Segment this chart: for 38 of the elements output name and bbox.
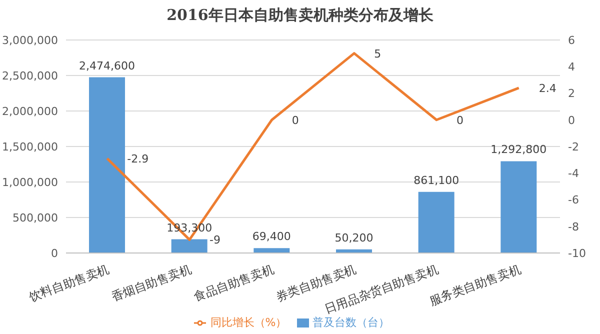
y-tick-label: 500,000	[12, 211, 58, 224]
x-tick-label: 香烟自助售卖机	[110, 262, 194, 304]
y2-tick-label: 2	[568, 87, 575, 100]
bar	[254, 248, 290, 253]
y-tick-label: 1,500,000	[2, 140, 58, 154]
bar	[89, 77, 125, 253]
data-label: 861,100	[414, 174, 460, 187]
y2-tick-label: 4	[568, 60, 575, 74]
y2-tick-label: -4	[568, 167, 579, 180]
x-tick-label: 饮料自助售卖机	[26, 262, 111, 304]
data-label: 2,474,600	[79, 59, 135, 72]
data-label: 50,200	[334, 231, 374, 244]
y2-tick-label: 0	[568, 114, 575, 127]
legend-label: 普及台数（台）	[312, 316, 390, 329]
y2-tick-label: -10	[568, 246, 586, 260]
data-label: 1,292,800	[490, 143, 547, 156]
y2-tick-label: -2	[568, 140, 579, 154]
data-label: 5	[374, 47, 382, 60]
legend-label: 同比增长（%）	[210, 316, 287, 329]
x-tick-label: 食品自助售卖机	[192, 262, 276, 304]
data-label: 69,400	[252, 230, 291, 244]
chart-title: 2016年日本自助售卖机种类分布及增长	[166, 5, 434, 26]
data-label: -2.9	[127, 152, 149, 166]
y2-tick-label: -6	[568, 194, 579, 207]
data-label: 0	[292, 114, 299, 127]
y-tick-label: 2,500,000	[2, 69, 58, 82]
data-label: 2.4	[538, 82, 556, 95]
data-label: 0	[456, 114, 464, 127]
y2-tick-label: 6	[568, 34, 575, 47]
bar	[418, 192, 454, 253]
y-tick-label: 2,000,000	[2, 104, 58, 118]
data-label: -9	[210, 234, 220, 247]
y-tick-label: 3,000,000	[2, 34, 58, 47]
bar	[171, 239, 208, 253]
y-tick-label: 1,000,000	[2, 176, 58, 189]
y-tick-label: 0	[51, 246, 58, 260]
bar	[500, 161, 537, 253]
y2-tick-label: -8	[568, 220, 579, 234]
